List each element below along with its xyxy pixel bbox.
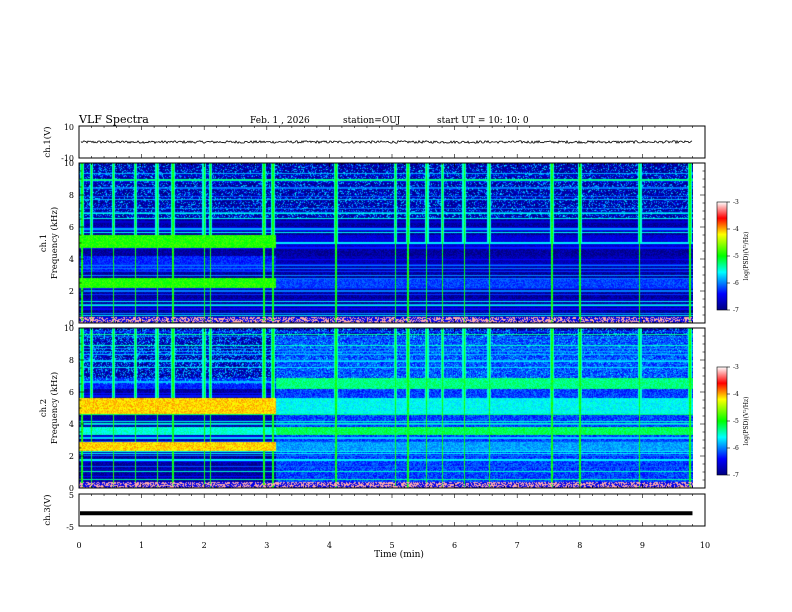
ch2-spectrogram-yticks: 0 2 4 6 8 10 — [64, 324, 705, 493]
y-tick-label: 10 — [64, 159, 74, 168]
y-tick-label: 2 — [69, 452, 74, 461]
ch1-waveform-ylabel: ch.1(V) — [42, 126, 53, 157]
y-tick-label: 6 — [69, 223, 74, 232]
ch3-waveform-ticks — [78, 494, 706, 526]
ch1-waveform-ticks — [78, 126, 706, 158]
ch3-waveform-ylabel: ch.3(V) — [42, 494, 53, 525]
ch1-spectrogram-yticks: 0 2 4 6 8 10 — [64, 159, 705, 328]
x-tick-label: 5 — [389, 541, 394, 550]
ch1-ytick-top: 10 — [64, 123, 74, 132]
y-tick-label: 2 — [69, 287, 74, 296]
ch2-colorbar-gradient — [716, 366, 728, 476]
x-tick-label: 10 — [700, 541, 710, 550]
ch1-colorbar: -3 -4 -5 -6 -7 log(PSD)(V²/Hz) — [716, 199, 750, 314]
x-axis-label: Time (min) — [374, 549, 424, 560]
colorbar-tick-label: -5 — [733, 418, 739, 425]
colorbar-tick-label: -6 — [733, 280, 739, 287]
ch1-spectrogram-panel: 0 2 4 6 8 10 ch.1 Frequency (kHz) — [39, 159, 706, 328]
y-tick-label: 0 — [69, 319, 74, 328]
ch3-waveform-panel: 5 -5 ch.3(V) — [42, 491, 706, 532]
figure-title: VLF Spectra — [78, 113, 149, 126]
figure-date: Feb. 1 , 2026 — [250, 116, 310, 126]
colorbar-tick-label: -3 — [733, 364, 739, 371]
colorbar-tick-label: -7 — [733, 472, 739, 479]
x-axis-tick-labels: 0 1 2 3 4 5 6 7 8 9 10 — [76, 541, 710, 550]
ch3-ytick-bottom: -5 — [66, 523, 74, 532]
ch2-colorbar-label: log(PSD)(V²/Hz) — [743, 397, 750, 446]
colorbar-tick-label: -4 — [733, 391, 739, 398]
x-tick-label: 3 — [264, 541, 269, 550]
colorbar-tick-label: -4 — [733, 226, 739, 233]
y-tick-label: 6 — [69, 388, 74, 397]
x-tick-label: 8 — [577, 541, 582, 550]
x-tick-label: 0 — [76, 541, 81, 550]
colorbar-tick-label: -5 — [733, 253, 739, 260]
ch1-colorbar-ticks: -3 -4 -5 -6 -7 — [727, 199, 739, 314]
ch2-colorbar: -3 -4 -5 -6 -7 log(PSD)(V²/Hz) — [716, 364, 750, 479]
ch1-colorbar-gradient — [716, 201, 728, 311]
ch2-spectrogram-panel: 0 2 4 6 8 10 ch.2 Frequency (kHz) — [39, 324, 706, 493]
y-tick-label: 4 — [69, 255, 74, 264]
ch3-waveform-frame — [78, 493, 706, 527]
ch2-spectrogram-ylabel-frequency: Frequency (kHz) — [49, 372, 60, 444]
colorbar-tick-label: -3 — [733, 199, 739, 206]
ch1-spectrogram-ylabel-channel: ch.1 — [39, 234, 49, 252]
x-tick-label: 7 — [515, 541, 520, 550]
ch2-spectrogram-ylabel-channel: ch.2 — [39, 399, 49, 417]
ch1-waveform-trace — [80, 139, 693, 145]
y-tick-label: 8 — [69, 191, 74, 200]
y-tick-label: 10 — [64, 324, 74, 333]
ch2-spectrogram-image — [79, 328, 693, 488]
figure-station: station=OUJ — [343, 116, 401, 126]
ch2-colorbar-ticks: -3 -4 -5 -6 -7 — [727, 364, 739, 479]
ch1-waveform-panel: 10 -10 ch.1(V) — [42, 123, 706, 163]
y-tick-label: 4 — [69, 420, 74, 429]
y-tick-label: 0 — [69, 484, 74, 493]
ch1-ytick-bottom: -10 — [61, 154, 74, 163]
ch1-spectrogram-ylabel-frequency: Frequency (kHz) — [49, 207, 60, 279]
x-tick-label: 9 — [640, 541, 645, 550]
x-tick-label: 4 — [327, 541, 332, 550]
ch3-ytick-top: 5 — [69, 491, 74, 500]
ch1-spectrogram-ticks — [78, 163, 706, 323]
x-tick-label: 1 — [139, 541, 144, 550]
colorbar-tick-label: -7 — [733, 307, 739, 314]
x-tick-label: 2 — [202, 541, 207, 550]
x-tick-label: 6 — [452, 541, 457, 550]
ch2-spectrogram-ticks — [78, 328, 706, 488]
ch1-colorbar-label: log(PSD)(V²/Hz) — [743, 232, 750, 281]
y-tick-label: 8 — [69, 356, 74, 365]
ch1-spectrogram-image — [79, 163, 693, 323]
figure-start-time: start UT = 10: 10: 0 — [437, 116, 529, 126]
colorbar-tick-label: -6 — [733, 445, 739, 452]
